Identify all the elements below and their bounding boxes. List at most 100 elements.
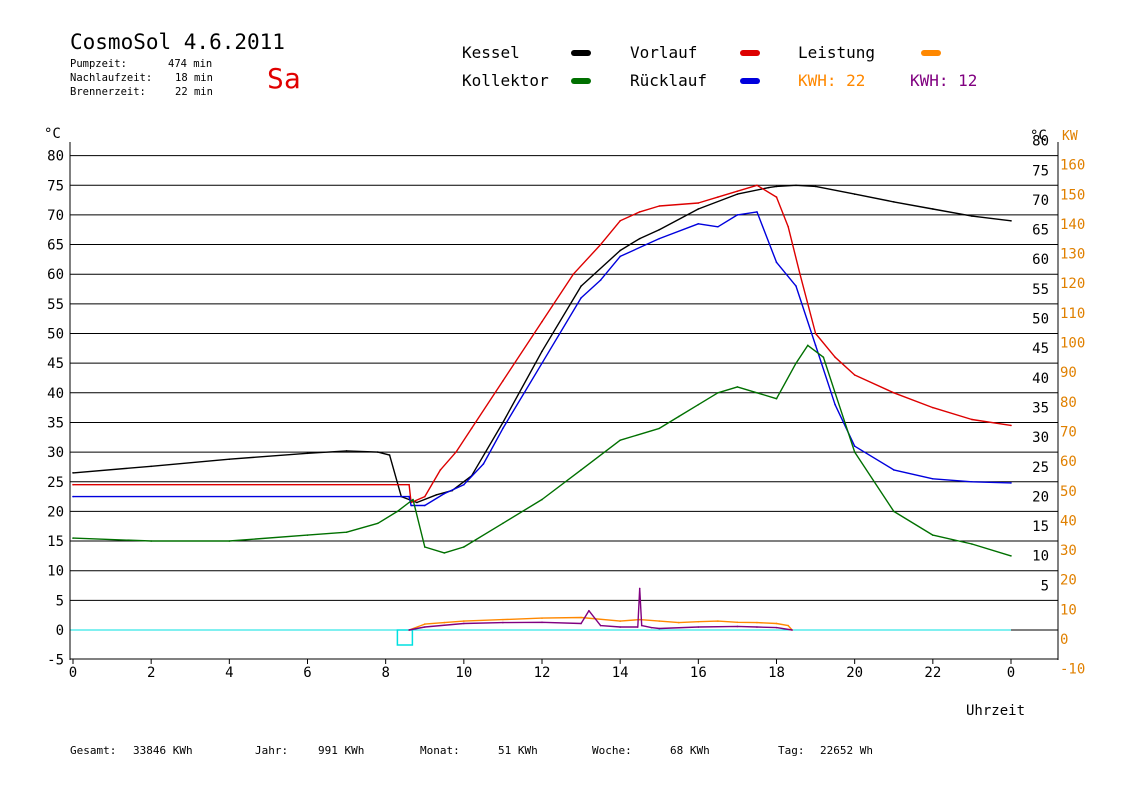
y-tick-label: 40 [47,386,64,402]
y-axis-label: °C [44,126,61,142]
y-tick-label: 20 [47,504,64,520]
data-point-leistung [736,621,739,624]
data-point-vorlauf [799,273,801,276]
data-point-vorlauf [834,356,836,359]
data-point-kessel [814,185,817,188]
right-kw-tick-label: 120 [1060,276,1085,292]
x-tick-label: 12 [534,665,551,681]
data-point-kessel [638,237,641,240]
data-point-kollektor [806,344,809,347]
right-kw-tick-label: 140 [1060,217,1085,233]
data-point-ruecklauf [1010,482,1012,484]
data-point-leistung [658,620,661,622]
data-point-kollektor [306,534,309,536]
data-point-ruecklauf [423,504,426,507]
data-point-leistung [443,621,446,624]
data-point-ruecklauf [599,279,602,281]
data-point-kollektor [1010,555,1012,557]
data-point-vorlauf [599,243,602,246]
data-point-kessel [619,249,621,252]
data-point-ruecklauf [814,344,817,347]
footer-woche-label: Woche: [592,744,632,757]
data-point-kollektor [541,498,543,501]
right-kw-tick-label: -10 [1060,662,1085,678]
data-point-kollektor [775,397,778,400]
data-point-ruecklauf [463,483,465,486]
data-point-vorlauf [658,205,661,207]
data-point-kwh2 [650,626,653,629]
y-tick-label: 65 [47,238,64,254]
data-point-ruecklauf [619,255,621,258]
x-tick-label: 14 [612,665,629,681]
data-point-ruecklauf [971,480,973,483]
right-c-tick-label: 60 [1032,252,1049,268]
x-tick-label: 4 [225,665,233,681]
data-point-kollektor [756,392,758,394]
data-point-kollektor [72,537,74,539]
data-point-vorlauf [423,495,426,498]
footer-gesamt-value: 33846 KWh [133,744,193,757]
data-point-ruecklauf [482,463,485,465]
data-point-kessel [795,184,797,187]
y-tick-label: 50 [47,327,64,343]
right-kw-axis-label: KW [1062,129,1078,144]
nachlauf-value: 18 min [175,72,213,84]
data-point-vorlauf [814,332,817,335]
data-point-kessel [892,201,895,203]
x-axis-label: Uhrzeit [966,703,1025,719]
data-point-vorlauf [756,184,758,187]
y-tick-label: 80 [47,149,64,165]
day-label: Sa [267,62,301,95]
chart-title: CosmoSol 4.6.2011 [70,30,285,54]
right-c-tick-label: 5 [1041,578,1049,594]
data-point-kollektor [822,356,825,359]
data-point-ruecklauf [795,285,797,287]
legend-kessel-swatch [571,50,591,56]
data-point-leistung [541,617,543,619]
right-c-tick-label: 20 [1032,489,1049,505]
data-point-kessel [416,501,418,504]
data-point-kessel [150,465,152,468]
data-point-kollektor [658,427,661,430]
data-point-ruecklauf [658,237,661,240]
right-kw-tick-label: 60 [1060,454,1077,470]
data-point-vorlauf [1010,424,1012,427]
data-point-kessel [971,215,973,217]
data-point-kwh2 [697,626,700,628]
data-point-kollektor [697,403,700,406]
footer-monat-value: 51 KWh [498,744,538,757]
right-c-tick-label: 80 [1032,134,1049,150]
right-c-tick-label: 35 [1032,400,1049,416]
legend-ruecklauf: Rücklauf [630,71,708,90]
data-point-kessel [580,285,582,287]
right-c-tick-label: 50 [1032,312,1049,328]
right-c-tick-label: 45 [1032,341,1049,357]
pumpzeit-value: 474 min [168,58,213,70]
footer-monat-label: Monat: [420,744,460,757]
right-c-tick-label: 40 [1032,371,1049,387]
x-tick-label: 0 [69,665,77,681]
footer-jahr-label: Jahr: [255,744,289,757]
data-point-vorlauf [775,196,778,198]
data-point-vorlauf [572,273,575,276]
data-point-vorlauf [72,483,74,486]
x-tick-label: 22 [924,665,941,681]
data-point-kwh2 [408,629,410,631]
data-point-kwh2 [588,609,590,612]
data-point-ruecklauf [408,495,410,498]
data-point-kwh2 [636,626,639,628]
data-point-leistung [502,618,504,621]
data-point-vorlauf [439,469,442,471]
data-point-ruecklauf [410,504,412,507]
right-kw-tick-label: 20 [1060,573,1077,589]
data-point-ruecklauf [580,297,582,299]
y-tick-label: 5 [56,593,64,609]
data-point-vorlauf [697,202,700,204]
data-point-kwh2 [619,626,621,628]
x-tick-label: 8 [381,665,389,681]
data-point-kollektor [717,392,719,394]
y-tick-label: 10 [47,564,64,580]
series-line-kollektor [72,344,1012,557]
data-point-ruecklauf [541,362,543,364]
right-kw-tick-label: 160 [1060,158,1085,174]
